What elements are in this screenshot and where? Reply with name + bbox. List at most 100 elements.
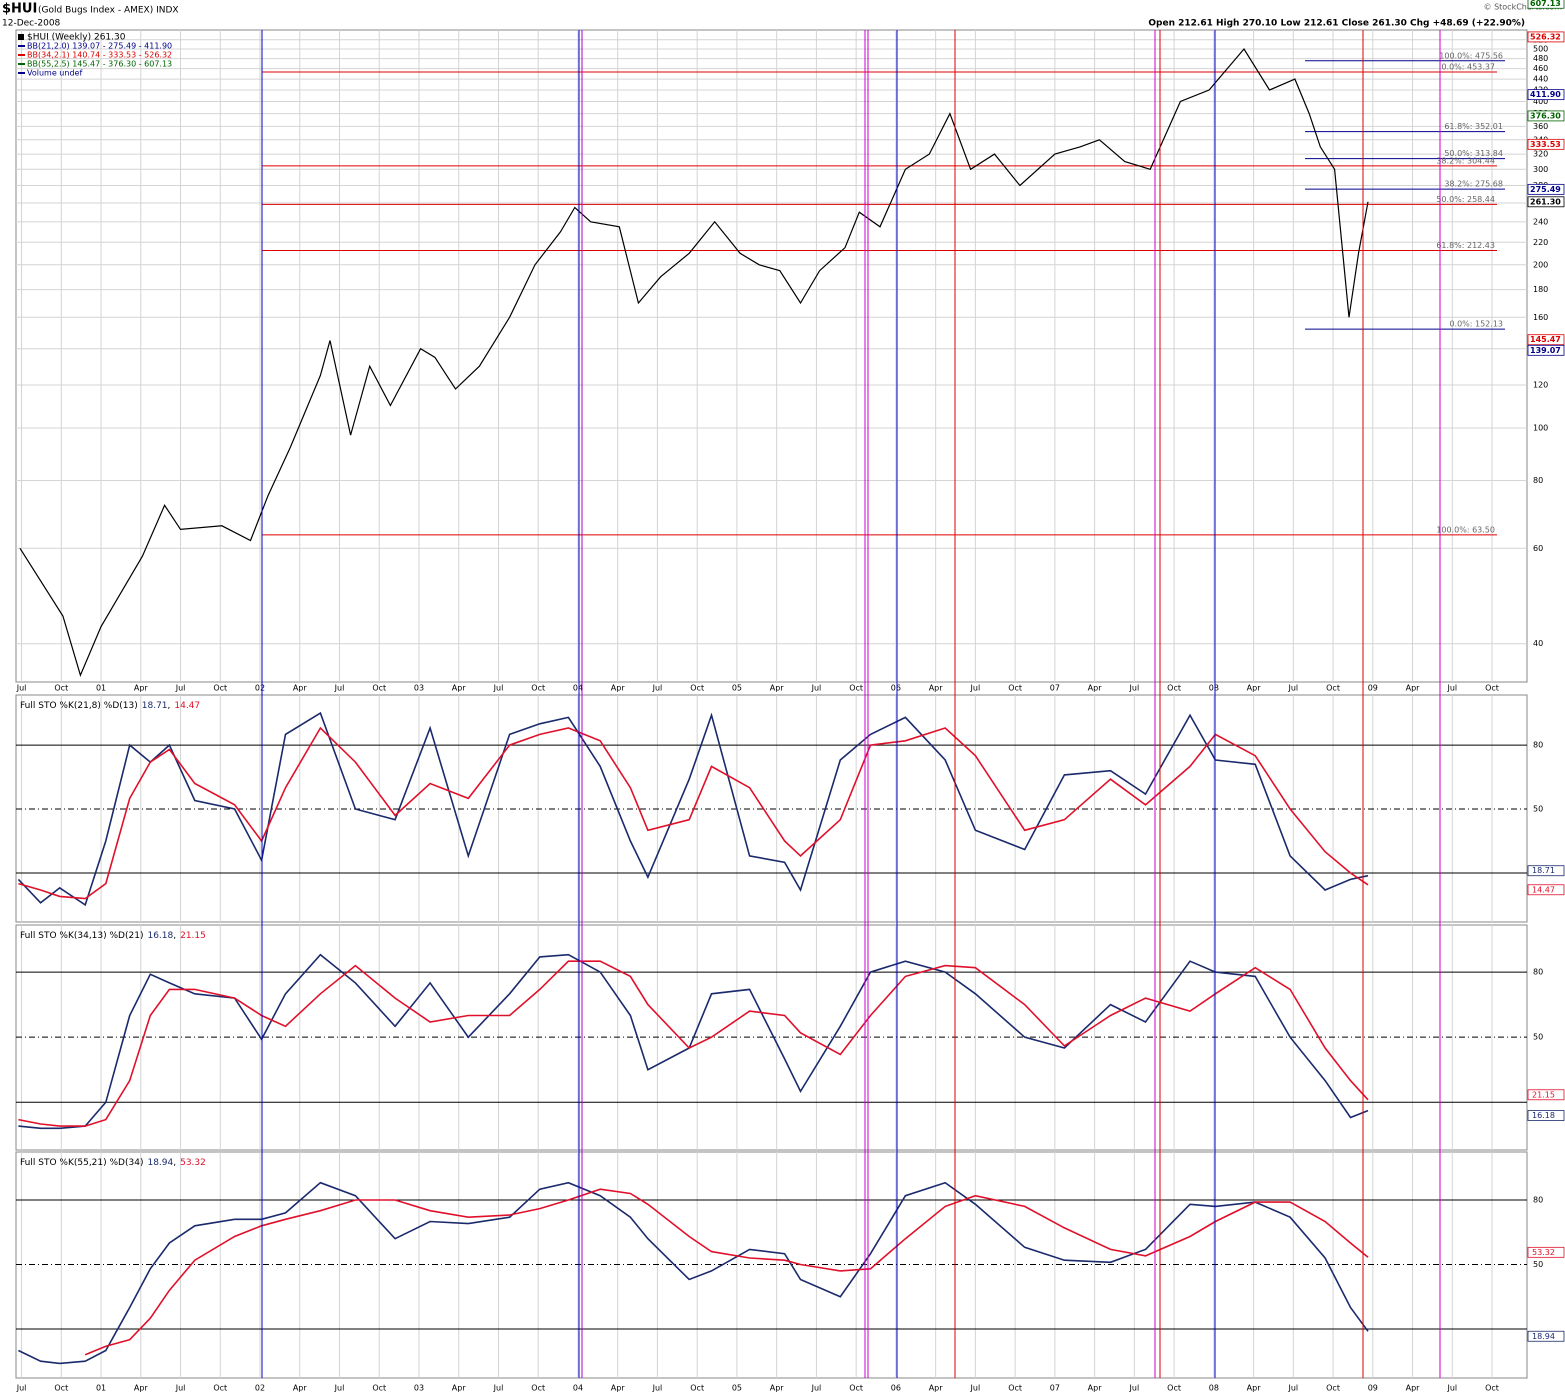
x-tick-label: Apr — [770, 1384, 785, 1393]
series-line — [18, 726, 1369, 900]
separator: , — [173, 1158, 176, 1168]
x-tick-label: Jul — [493, 684, 504, 693]
y-tick-label: 320 — [1533, 150, 1548, 159]
x-tick-label: Oct — [849, 1384, 863, 1393]
x-tick-label: Apr — [929, 1384, 944, 1393]
x-tick-label: 03 — [414, 684, 424, 693]
value-box-label: 411.90 — [1530, 90, 1561, 99]
x-tick-label: Oct — [213, 1384, 227, 1393]
x-tick-label: Jul — [175, 1384, 186, 1393]
x-tick-label: Jul — [811, 1384, 822, 1393]
ohlc: Open 212.61 High 270.10 Low 212.61 Close… — [1148, 19, 1525, 29]
x-tick-label: Oct — [372, 1384, 386, 1393]
x-tick-label: 06 — [891, 1384, 901, 1393]
y-tick-label: 80 — [1533, 741, 1543, 750]
x-tick-label: 02 — [255, 684, 265, 693]
legend-entry: BB(55,2.5) 145.47 - 376.30 - 607.13 — [27, 60, 172, 69]
x-tick-label: Apr — [134, 684, 149, 693]
fib-label: 50.0%: 258.44 — [1436, 195, 1495, 204]
value-box — [1527, 1330, 1565, 1342]
value-box-label: 607.13 — [1530, 0, 1561, 8]
panel-title-text: Full STO %K(55,21) %D(34) — [20, 1158, 143, 1168]
x-tick-label: Jul — [16, 1384, 27, 1393]
y-tick-label: 440 — [1533, 75, 1548, 84]
x-tick-label: Apr — [611, 684, 626, 693]
k-value: 18.71 — [142, 701, 168, 711]
value-box-label: 18.94 — [1532, 1332, 1555, 1341]
x-tick-label: Jul — [1287, 1384, 1298, 1393]
x-tick-label: Apr — [770, 684, 785, 693]
x-tick-label: Oct — [690, 1384, 704, 1393]
value-box — [1527, 138, 1565, 150]
y-tick-label: 460 — [1533, 64, 1548, 73]
y-tick-label: 50 — [1533, 1260, 1543, 1269]
panel-frame — [15, 1151, 1528, 1379]
x-tick-label: 09 — [1368, 684, 1378, 693]
fib-label: 38.2%: 275.68 — [1444, 180, 1503, 189]
k-value: 16.18 — [147, 931, 173, 941]
value-box — [1527, 0, 1565, 9]
x-tick-label: Apr — [1406, 1384, 1421, 1393]
x-tick-label: Apr — [293, 684, 308, 693]
value-box-label: 526.32 — [1530, 32, 1561, 41]
x-tick-label: Oct — [54, 684, 68, 693]
source: © StockCharts.com — [1484, 3, 1563, 12]
value-box — [1527, 1110, 1565, 1121]
y-tick-label: 50 — [1533, 1033, 1543, 1042]
x-tick-label: Apr — [1088, 684, 1103, 693]
x-tick-label: 04 — [573, 1384, 583, 1393]
y-tick-label: 200 — [1533, 260, 1548, 269]
legend-entry: BB(34,2.1) 140.74 - 333.53 - 526.32 — [27, 51, 172, 60]
value-box — [1527, 334, 1565, 346]
x-tick-label: 09 — [1368, 1384, 1378, 1393]
x-tick-label: Jul — [175, 684, 186, 693]
y-tick-label: 80 — [1533, 968, 1543, 977]
x-tick-label: Jul — [1129, 684, 1140, 693]
panel-title-text: Full STO %K(21,8) %D(13) — [20, 701, 138, 711]
x-tick-label: Jul — [970, 1384, 981, 1393]
fib-label: 50.0%: 313.84 — [1444, 149, 1503, 158]
subtitle: (Gold Bugs Index - AMEX) INDX — [38, 6, 179, 16]
y-tick-label: 80 — [1533, 476, 1543, 485]
x-tick-label: 05 — [732, 1384, 742, 1393]
y-tick-label: 300 — [1533, 165, 1548, 174]
value-box-label: 18.71 — [1532, 866, 1555, 875]
x-tick-label: Jul — [652, 1384, 663, 1393]
value-box-label: 261.30 — [1530, 197, 1561, 206]
y-tick-label: 160 — [1533, 313, 1548, 322]
x-tick-label: Oct — [1326, 684, 1340, 693]
x-tick-label: Apr — [929, 684, 944, 693]
x-tick-label: Oct — [531, 1384, 545, 1393]
y-tick-label: 60 — [1533, 544, 1543, 553]
x-tick-label: Jul — [970, 684, 981, 693]
y-tick-label: 240 — [1533, 217, 1548, 226]
separator: , — [168, 701, 171, 711]
x-tick-label: Apr — [1247, 684, 1262, 693]
x-tick-label: Oct — [1008, 1384, 1022, 1393]
x-tick-label: 01 — [96, 1384, 106, 1393]
y-tick-label: 80 — [1533, 1195, 1543, 1204]
x-tick-label: Apr — [1088, 1384, 1103, 1393]
x-tick-label: Oct — [213, 684, 227, 693]
x-tick-label: Jul — [1446, 684, 1457, 693]
d-value: 21.15 — [180, 931, 206, 941]
panel-title: Full STO %K(21,8) %D(13) 18.71, 14.47 — [20, 701, 200, 711]
value-box-label: 275.49 — [1530, 185, 1561, 194]
fib-label: 61.8%: 212.43 — [1436, 241, 1495, 250]
value-box-label: 53.32 — [1532, 1248, 1555, 1257]
y-tick-label: 220 — [1533, 238, 1548, 247]
x-tick-label: Oct — [372, 684, 386, 693]
value-box — [1527, 344, 1565, 356]
value-box — [1527, 110, 1565, 122]
panel-frame — [15, 694, 1528, 923]
x-tick-label: Apr — [134, 1384, 149, 1393]
value-box-label: 14.47 — [1532, 885, 1555, 894]
panel-frame — [15, 29, 1528, 683]
fib-label: 0.0%: 453.37 — [1441, 63, 1495, 72]
series-line — [18, 1181, 1369, 1365]
legend-entry: BB(21,2.0) 139.07 - 275.49 - 411.90 — [27, 42, 172, 51]
value-box — [1527, 865, 1565, 877]
y-tick-label: 50 — [1533, 805, 1543, 814]
x-tick-label: Jul — [1129, 1384, 1140, 1393]
panel-title: Full STO %K(34,13) %D(21) 16.18, 21.15 — [20, 931, 206, 941]
